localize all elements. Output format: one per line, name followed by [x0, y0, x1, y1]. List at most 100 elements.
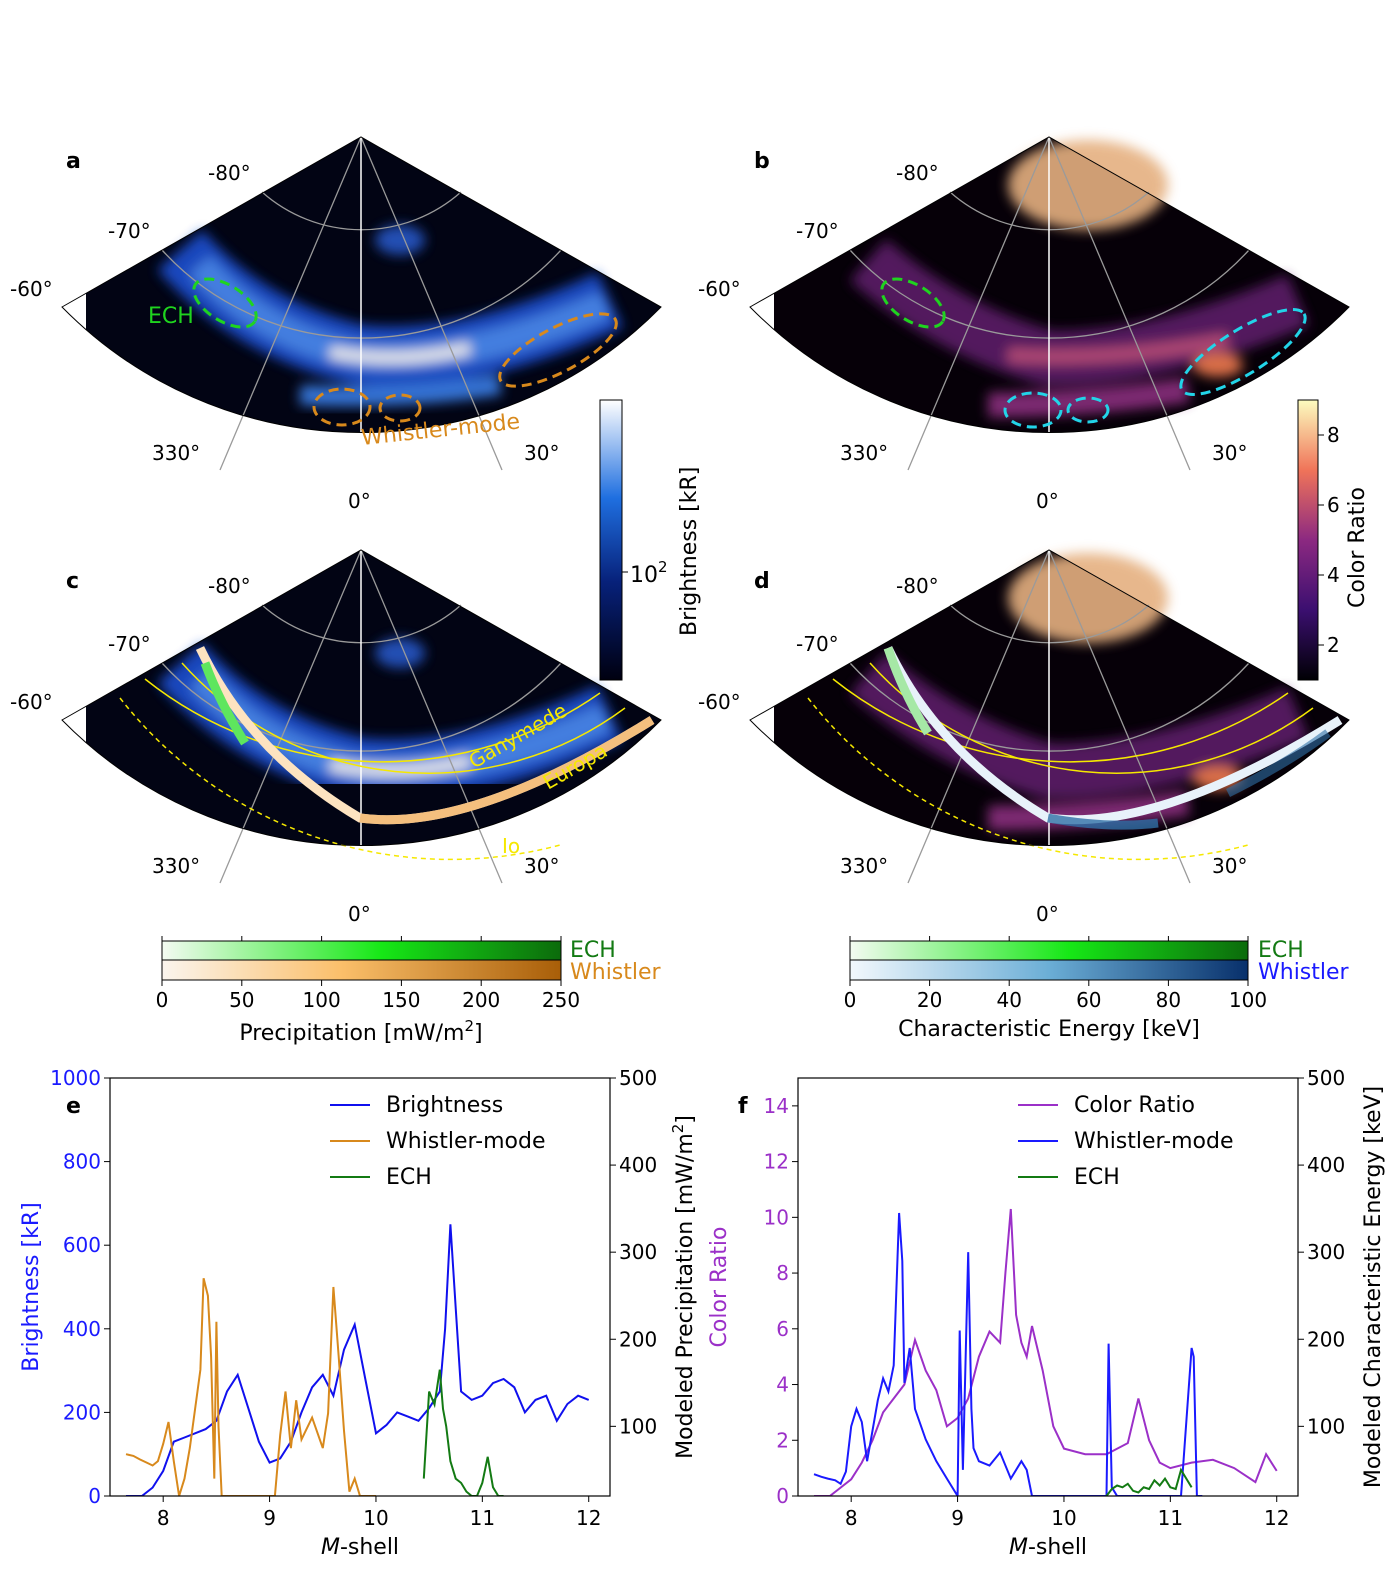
panel-letter-f: f: [738, 1094, 748, 1119]
y-left-tick-label: 8: [776, 1261, 789, 1285]
x-tick-label: 11: [1158, 1506, 1183, 1530]
panel-c: Ganymede Europa Io c -80° -70° -60° 330°…: [10, 549, 662, 926]
x-tick-label: 9: [951, 1506, 964, 1530]
ech-annotation-a: ECH: [148, 304, 194, 329]
panel-f-chart: 8 9 10 11 12 0 2 4 6 8 10 12 14 100 200 300 400 500 M-shel…: [707, 1066, 1386, 1560]
energy-whistler-label: Whistler: [1258, 960, 1350, 985]
lat-label-60: -60°: [698, 690, 741, 714]
precip-tick-label: 250: [542, 988, 580, 1012]
x-tick-label: 11: [470, 1506, 495, 1530]
y-left-tick-label: 2: [776, 1428, 789, 1452]
lon-label-0: 0°: [348, 902, 371, 926]
y-left-axis-label: Brightness [kR]: [19, 1202, 44, 1371]
lat-label-80: -80°: [896, 574, 939, 598]
panel-a: ECH Whistler-mode a -80° -70° -60° 330° …: [10, 136, 662, 513]
precip-tick-label: 50: [229, 988, 254, 1012]
y-left-tick-label: 0: [776, 1484, 789, 1508]
lon-label-30: 30°: [524, 854, 559, 878]
series-line-brightness: [126, 1224, 590, 1496]
lat-label-80: -80°: [896, 161, 939, 185]
y-left-tick-label: 200: [63, 1400, 101, 1424]
x-axis-label: M-shell: [1009, 1535, 1087, 1560]
energy-tick-label: 40: [996, 988, 1021, 1012]
lat-label-70: -70°: [796, 632, 839, 656]
series-line-ech: [422, 1369, 504, 1496]
panel-letter-a: a: [66, 149, 81, 174]
lon-label-330: 330°: [152, 441, 200, 465]
color-ratio-colorbar-label: Color Ratio: [1345, 487, 1370, 608]
lat-label-60: -60°: [698, 277, 741, 301]
precip-tick-label: 200: [462, 988, 500, 1012]
io-label: Io: [502, 834, 520, 858]
lon-label-0: 0°: [1036, 489, 1059, 513]
y-right-tick-label: 300: [619, 1240, 657, 1264]
panel-b: b -80° -70° -60° 330° 0° 30°: [698, 136, 1350, 513]
series-line-ech: [1105, 1467, 1193, 1496]
y-left-tick-label: 6: [776, 1317, 789, 1341]
x-tick-label: 10: [1051, 1506, 1076, 1530]
lat-label-60: -60°: [10, 690, 53, 714]
y-left-tick-label: 0: [88, 1484, 101, 1508]
legend-entry: Brightness: [386, 1093, 503, 1118]
precip-tick-label: 150: [382, 988, 420, 1012]
legend-entry: Color Ratio: [1074, 1093, 1195, 1118]
panel-e-chart: 8 9 10 11 12 0 200 400 600 800 1000 100 200 300 400 500…: [19, 1066, 698, 1560]
precip-ech-label: ECH: [570, 938, 616, 963]
series-line-color-ratio: [814, 1208, 1278, 1496]
energy-tick-label: 0: [844, 988, 857, 1012]
x-tick-label: 12: [576, 1506, 601, 1530]
y-left-tick-label: 1000: [50, 1066, 101, 1090]
lon-label-330: 330°: [840, 854, 888, 878]
y-right-tick-label: 100: [619, 1414, 657, 1438]
x-tick-label: 9: [263, 1506, 276, 1530]
brightness-colorbar-label: Brightness [kR]: [677, 467, 702, 636]
energy-tick-label: 100: [1229, 988, 1267, 1012]
y-left-tick-label: 600: [63, 1233, 101, 1257]
x-tick-label: 12: [1264, 1506, 1289, 1530]
panel-letter-c: c: [66, 569, 79, 594]
precip-colorbar-label: Precipitation [mW/m2]: [239, 1017, 482, 1046]
y-right-tick-label: 100: [1307, 1414, 1345, 1438]
x-tick-label: 10: [363, 1506, 388, 1530]
lon-label-30: 30°: [524, 441, 559, 465]
y-left-tick-label: 12: [764, 1150, 789, 1174]
lat-label-70: -70°: [108, 632, 151, 656]
precipitation-colorbar: 0 50 100 150 200 250 ECH Whistler Precipitati…: [156, 936, 662, 1046]
energy-colorbar-label: Characteristic Energy [keV]: [898, 1017, 1200, 1042]
lat-label-70: -70°: [108, 219, 151, 243]
panel-letter-b: b: [754, 149, 770, 174]
series-line-whistler-mode: [813, 1212, 1203, 1496]
y-right-tick-label: 200: [619, 1327, 657, 1351]
energy-tick-label: 60: [1076, 988, 1101, 1012]
lon-label-30: 30°: [1212, 854, 1247, 878]
energy-tick-label: 80: [1156, 988, 1181, 1012]
panel-letter-d: d: [754, 569, 770, 594]
lon-label-330: 330°: [840, 441, 888, 465]
panel-d: d -80° -70° -60° 330° 0° 30°: [698, 549, 1350, 926]
energy-ech-label: ECH: [1258, 938, 1304, 963]
color-ratio-tick-label: 8: [1327, 423, 1340, 447]
x-axis-label: M-shell: [321, 1535, 399, 1560]
y-right-tick-label: 400: [619, 1153, 657, 1177]
y-right-tick-label: 400: [1307, 1153, 1345, 1177]
panel-letter-e: e: [66, 1094, 81, 1119]
brightness-tick: 102: [630, 558, 668, 588]
energy-tick-label: 20: [917, 988, 942, 1012]
y-right-axis-label: Modeled Characteristic Energy [keV]: [1361, 1086, 1386, 1488]
y-left-tick-label: 10: [764, 1205, 789, 1229]
legend-entry: ECH: [1074, 1165, 1120, 1190]
y-left-tick-label: 800: [63, 1150, 101, 1174]
color-ratio-tick-label: 6: [1327, 493, 1340, 517]
color-ratio-tick-label: 2: [1327, 633, 1340, 657]
legend-entry: Whistler-mode: [1074, 1129, 1234, 1154]
x-tick-label: 8: [845, 1506, 858, 1530]
y-left-tick-label: 14: [764, 1094, 789, 1118]
y-right-axis-label: Modeled Precipitation [mW/m2]: [669, 1115, 698, 1459]
lon-label-30: 30°: [1212, 441, 1247, 465]
y-right-tick-label: 500: [1307, 1066, 1345, 1090]
brightness-colorbar: 102 Brightness [kR]: [599, 399, 702, 681]
y-left-tick-label: 400: [63, 1317, 101, 1341]
y-right-tick-label: 200: [1307, 1327, 1345, 1351]
precip-whistler-label: Whistler: [570, 960, 662, 985]
